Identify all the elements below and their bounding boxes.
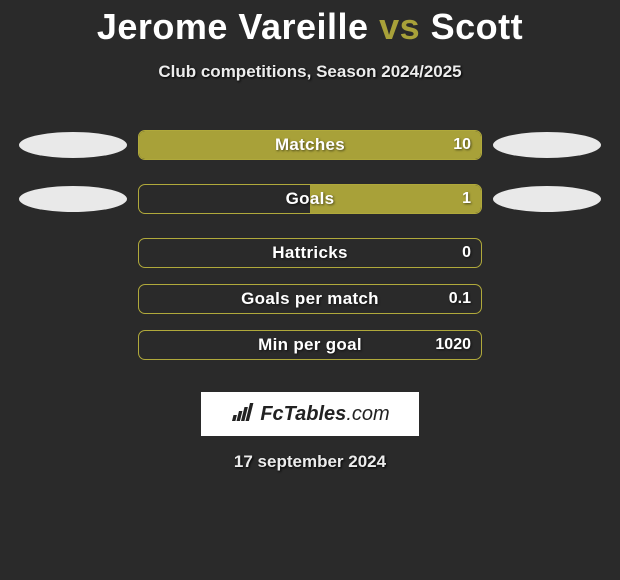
stat-label: Goals <box>139 185 481 213</box>
stat-value: 1020 <box>435 331 471 359</box>
player1-ellipse <box>19 186 127 212</box>
stats-list: Matches10Goals1Hattricks0Goals per match… <box>0 122 620 368</box>
page-title: Jerome Vareille vs Scott <box>0 0 620 48</box>
player2-ellipse <box>493 186 601 212</box>
stat-value: 1 <box>462 185 471 213</box>
stat-bar: Min per goal1020 <box>138 330 482 360</box>
stat-row: Goals per match0.1 <box>0 276 620 322</box>
player1-ellipse <box>19 132 127 158</box>
row-spacer <box>0 222 620 230</box>
left-ellipse-slot <box>8 276 138 322</box>
stat-bar: Matches10 <box>138 130 482 160</box>
right-ellipse-slot <box>482 230 612 276</box>
stat-row: Matches10 <box>0 122 620 168</box>
stat-bar: Hattricks0 <box>138 238 482 268</box>
title-player1: Jerome Vareille <box>97 6 369 47</box>
right-ellipse-slot <box>482 276 612 322</box>
bar-chart-icon <box>230 401 254 428</box>
left-ellipse-slot <box>8 230 138 276</box>
stat-value: 10 <box>453 131 471 159</box>
logo-text: FcTables.com <box>260 403 389 426</box>
logo-strong: FcTables <box>260 403 346 425</box>
left-ellipse-slot <box>8 122 138 168</box>
logo-inner: FcTables.com <box>230 401 389 428</box>
stat-value: 0 <box>462 239 471 267</box>
subtitle: Club competitions, Season 2024/2025 <box>0 62 620 82</box>
stat-row: Hattricks0 <box>0 230 620 276</box>
logo-badge[interactable]: FcTables.com <box>201 392 419 436</box>
right-ellipse-slot <box>482 176 612 222</box>
left-ellipse-slot <box>8 176 138 222</box>
date-text: 17 september 2024 <box>0 452 620 472</box>
left-ellipse-slot <box>8 322 138 368</box>
stat-label: Matches <box>139 131 481 159</box>
logo-light: .com <box>346 403 389 425</box>
stat-label: Hattricks <box>139 239 481 267</box>
stat-label: Goals per match <box>139 285 481 313</box>
row-spacer <box>0 168 620 176</box>
stat-bar: Goals1 <box>138 184 482 214</box>
stat-row: Goals1 <box>0 176 620 222</box>
stat-value: 0.1 <box>449 285 471 313</box>
right-ellipse-slot <box>482 322 612 368</box>
title-player2: Scott <box>431 6 524 47</box>
stat-label: Min per goal <box>139 331 481 359</box>
title-vs: vs <box>379 6 420 47</box>
comparison-card: Jerome Vareille vs Scott Club competitio… <box>0 0 620 580</box>
right-ellipse-slot <box>482 122 612 168</box>
stat-bar: Goals per match0.1 <box>138 284 482 314</box>
stat-row: Min per goal1020 <box>0 322 620 368</box>
player2-ellipse <box>493 132 601 158</box>
